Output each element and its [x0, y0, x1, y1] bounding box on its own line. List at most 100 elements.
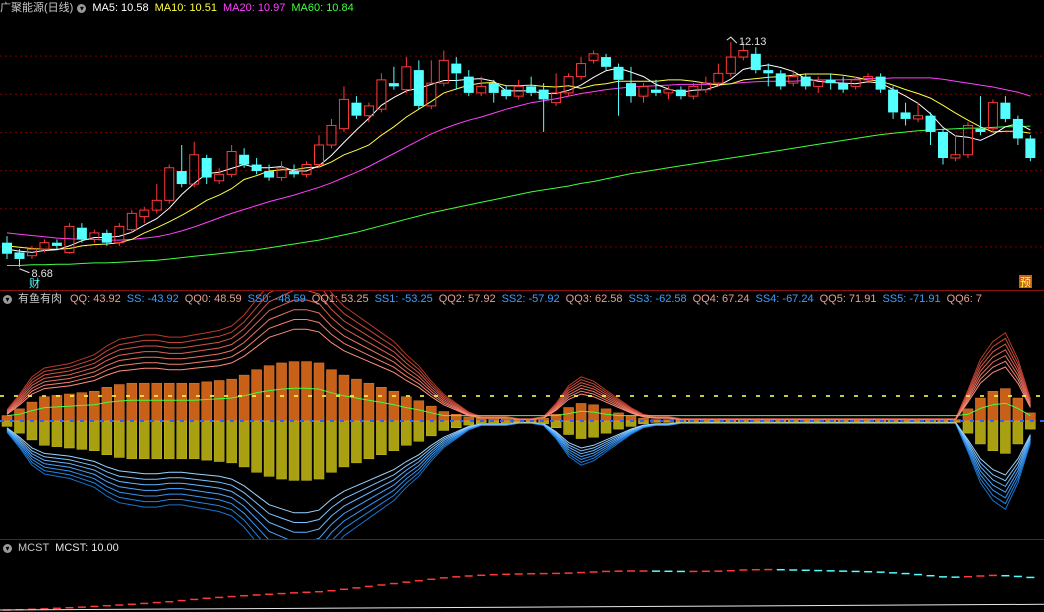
candle-body [763, 70, 774, 74]
candle [488, 79, 499, 103]
candle-body [925, 115, 936, 132]
candle-body [863, 76, 874, 81]
candle-body [813, 79, 824, 87]
candle-body [314, 144, 324, 166]
candle [376, 73, 387, 113]
candle [551, 73, 562, 106]
candle-body [189, 154, 200, 185]
candle-body [538, 89, 549, 100]
candle-body [64, 225, 75, 253]
hist-bar-down [26, 420, 38, 441]
hist-bar-down [213, 420, 225, 462]
fish-label: SS3: -62.58 [628, 293, 687, 305]
hist-bar-down [39, 420, 50, 446]
fish-label: SS1: -53.25 [374, 293, 433, 305]
candle-body [51, 242, 62, 246]
candle [775, 70, 786, 90]
candle-body [526, 86, 537, 93]
candle [900, 102, 911, 126]
candle [51, 239, 62, 250]
hist-bar-up [238, 374, 250, 422]
hist-bar-up [126, 382, 138, 422]
candle [800, 73, 811, 90]
candle-body [850, 79, 861, 87]
marker-cai: 财 [29, 276, 40, 290]
candle-body [176, 171, 187, 185]
fish-header: ▾ 有鱼有肉 QQ: 43.92 SS: -43.92 QQ0: 48.59 SS0: -… [0, 291, 994, 307]
candle-body [164, 167, 175, 201]
fish-label: QQ5: 71.91 [819, 293, 877, 305]
candle-body [426, 82, 437, 107]
candle [588, 50, 599, 64]
candle-body [913, 115, 924, 120]
hist-bar-down [188, 420, 200, 460]
candle [738, 42, 749, 61]
candle-body [89, 232, 100, 240]
fish-legend: QQ: 43.92 SS: -43.92 QQ0: 48.59 SS0: -48.59… [70, 293, 988, 305]
candle-body [351, 102, 362, 116]
candle-body [875, 76, 886, 90]
hist-bar-down [575, 420, 587, 439]
candle-body [126, 212, 137, 231]
hist-bar-up [139, 382, 150, 422]
candle [89, 229, 100, 243]
candle [750, 47, 761, 74]
settings-circle-icon[interactable]: ▾ [3, 543, 12, 553]
hist-bar-down [51, 420, 63, 447]
hist-bar-down [126, 420, 138, 460]
candle [650, 79, 661, 97]
candle [700, 76, 711, 93]
candle-body [214, 173, 225, 182]
candle-body [276, 167, 287, 179]
candle-body [750, 53, 761, 71]
candle-body [438, 59, 449, 84]
high-label: 12.13 [739, 36, 767, 48]
candle [725, 42, 736, 77]
hist-bar-down [426, 420, 437, 437]
candle-body [688, 85, 699, 97]
candle [276, 161, 287, 181]
settings-circle-icon[interactable]: ▾ [77, 3, 87, 13]
candle-body [39, 242, 50, 250]
candle [613, 63, 624, 116]
candle [289, 164, 300, 178]
candle [888, 86, 899, 119]
hist-bar-down [401, 420, 412, 446]
marker-yu-box [1019, 275, 1032, 288]
hist-bar-up [276, 362, 287, 422]
candle [2, 236, 12, 259]
hist-bar-up [114, 384, 125, 422]
hist-bar-up [213, 380, 225, 422]
candle-body [201, 158, 212, 178]
candle [601, 53, 612, 71]
candle [975, 96, 986, 136]
settings-circle-icon[interactable]: ▾ [3, 294, 12, 304]
candle [251, 158, 262, 175]
ma5-line [6, 64, 1031, 253]
hist-bar-down [201, 420, 212, 461]
hist-bar-up [301, 361, 312, 422]
candle [513, 79, 524, 100]
candle-body [2, 242, 12, 254]
candle-body [139, 209, 150, 218]
mcst-panel: ▾ MCST MCST: 10.00 [0, 540, 1044, 612]
hist-bar-up [401, 396, 412, 422]
candle-body [338, 98, 349, 130]
hist-bar-down [987, 420, 999, 451]
hist-bar-down [550, 420, 562, 428]
candle-body [713, 72, 724, 84]
main-header: 广聚能源(日线) ▾ MA5: 10.58 MA10: 10.51 MA20: 10.9… [0, 0, 366, 16]
candle-body [588, 53, 599, 61]
hist-bar-down [226, 420, 237, 464]
candle-body [650, 89, 661, 93]
candle [126, 210, 137, 233]
candle [338, 86, 349, 132]
candle [563, 73, 574, 97]
candle-body [725, 56, 736, 74]
candle-body [1012, 118, 1023, 139]
low-label: 8.68 [31, 268, 52, 280]
hist-bar-down [288, 420, 300, 481]
candle-body [501, 89, 512, 97]
candle-body [775, 73, 786, 87]
ma-label-ma60: MA60: 10.84 [291, 2, 354, 14]
